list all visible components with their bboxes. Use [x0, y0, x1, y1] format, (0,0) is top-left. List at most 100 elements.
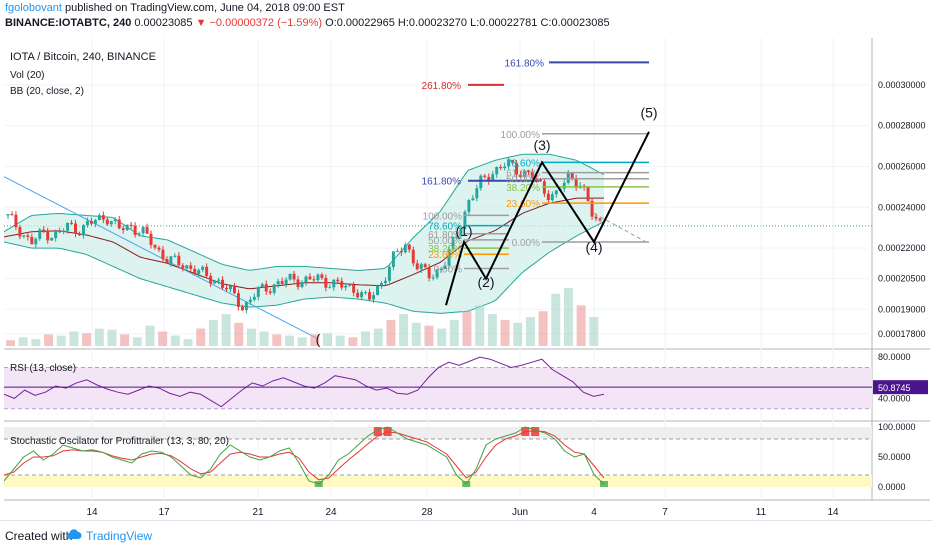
candle-body [260, 284, 264, 288]
candle-body [209, 275, 213, 284]
fib-retracement-label: 0.00% [434, 264, 462, 275]
candle-body [598, 218, 602, 221]
candle-body [89, 220, 93, 224]
fib-retracement-label: 100.00% [501, 130, 541, 141]
candle-body [527, 170, 530, 172]
volume-bar [538, 311, 548, 346]
wave-label: ( [316, 331, 321, 347]
fib-retracement-label: 50.00% [506, 175, 540, 186]
candle-body [244, 302, 248, 311]
stoch-lower-zone [4, 475, 872, 487]
candle-body [38, 229, 42, 239]
volume-bar [361, 331, 371, 346]
fib-extension-label: 161.80% [422, 177, 462, 188]
price-tick-label: 0.00020500 [878, 274, 926, 284]
candle-body [34, 238, 38, 245]
created-with: Created with [5, 529, 73, 543]
rsi-tick-label: 80.0000 [878, 352, 911, 362]
fib-retracement-label: 100.00% [423, 211, 463, 222]
candle-body [141, 227, 145, 234]
candle-body [546, 193, 550, 201]
volume-bar [449, 319, 459, 346]
volume-bar [183, 339, 193, 346]
legend-vol: Vol (20) [10, 70, 44, 81]
candle-body [463, 211, 467, 229]
candle-body [304, 276, 308, 283]
candle-body [292, 273, 296, 280]
stoch-tick-label: 0.0000 [878, 482, 906, 492]
footer: Created with TradingView [0, 520, 932, 550]
tradingview-brand[interactable]: TradingView [86, 529, 153, 543]
candle-body [133, 225, 137, 235]
candle-body [157, 247, 161, 250]
volume-bar [44, 334, 54, 346]
volume-bar [335, 335, 345, 346]
candle-body [165, 259, 169, 264]
candle-body [443, 265, 447, 269]
candle-body [137, 233, 141, 235]
legend-bb: BB (20, close, 2) [10, 86, 84, 97]
candle-body [530, 171, 534, 179]
candle-body [332, 279, 336, 288]
symbol-name: BINANCE:IOTABTC, 240 [5, 17, 132, 29]
candle-body [360, 292, 364, 298]
volume-bar [487, 314, 497, 346]
trend-line [4, 176, 317, 339]
candle-body [288, 273, 292, 280]
candle-body [276, 281, 280, 285]
volume-bar [437, 328, 447, 346]
candle-body [459, 228, 463, 236]
volume-bar [513, 322, 523, 346]
candle-body [312, 279, 316, 281]
candle-body [379, 283, 383, 286]
candle-body [538, 179, 542, 182]
stoch-overbought-mark [373, 427, 382, 436]
candle-body [284, 279, 288, 284]
fib-retracement-label: 78.60% [428, 222, 462, 233]
price-tick-label: 0.00022000 [878, 243, 926, 253]
rsi-label: RSI (13, close) [10, 363, 76, 374]
rsi-value-badge [873, 380, 928, 395]
candle-body [272, 284, 276, 293]
candle-body [471, 198, 475, 201]
candle-body [248, 299, 252, 303]
candle-body [256, 287, 260, 297]
candle-body [411, 249, 415, 264]
price-tick-label: 0.00019000 [878, 304, 926, 314]
wave-label: (3) [533, 137, 550, 153]
candle-body [173, 255, 177, 257]
chart-area[interactable]: 261.80%161.80%161.80%100.00%78.60%61.80%… [4, 38, 930, 520]
fibonacci-levels: 261.80%161.80%161.80%100.00%78.60%61.80%… [422, 58, 649, 275]
legend-title: IOTA / Bitcoin, 240, BINANCE [10, 51, 156, 63]
symbol-line: BINANCE:IOTABTC, 240 0.00023085 ▼ −0.000… [5, 17, 932, 29]
author-link[interactable]: fgolobovant [5, 2, 62, 14]
wave-label: (2) [477, 274, 494, 290]
price-change: ▼ −0.00000372 (−1.59%) [195, 17, 323, 29]
candle-body [487, 176, 491, 182]
rsi-value-label: 50.8745 [878, 383, 911, 393]
volume-bar [323, 333, 333, 346]
volume-bar [82, 333, 92, 346]
candle-body [534, 178, 538, 180]
time-tick-label: Jun [512, 507, 528, 518]
candle-body [121, 228, 125, 231]
price-tick-label: 0.00028000 [878, 121, 926, 131]
volume-bar [18, 337, 28, 346]
candle-body [62, 230, 66, 232]
time-tick-label: 14 [827, 507, 839, 518]
ohlc-open: O:0.00022965 [325, 17, 395, 29]
candle-body [594, 216, 598, 219]
volume-bar [525, 317, 535, 346]
candle-body [336, 279, 340, 282]
stoch-label: Stochastic Oscilator for Profittrailer (… [10, 436, 229, 447]
ohlc-high: H:0.00023270 [397, 17, 468, 29]
volume-bar [208, 319, 218, 346]
candle-body [129, 224, 133, 226]
volume-bar [589, 317, 599, 346]
volume-bar [399, 314, 409, 346]
candle-body [66, 222, 70, 231]
candle-body [451, 236, 455, 250]
fib-extension-label: 161.80% [505, 58, 545, 69]
fib-retracement-label: 38.20% [428, 244, 462, 255]
last-price: 0.00023085 [134, 17, 193, 29]
